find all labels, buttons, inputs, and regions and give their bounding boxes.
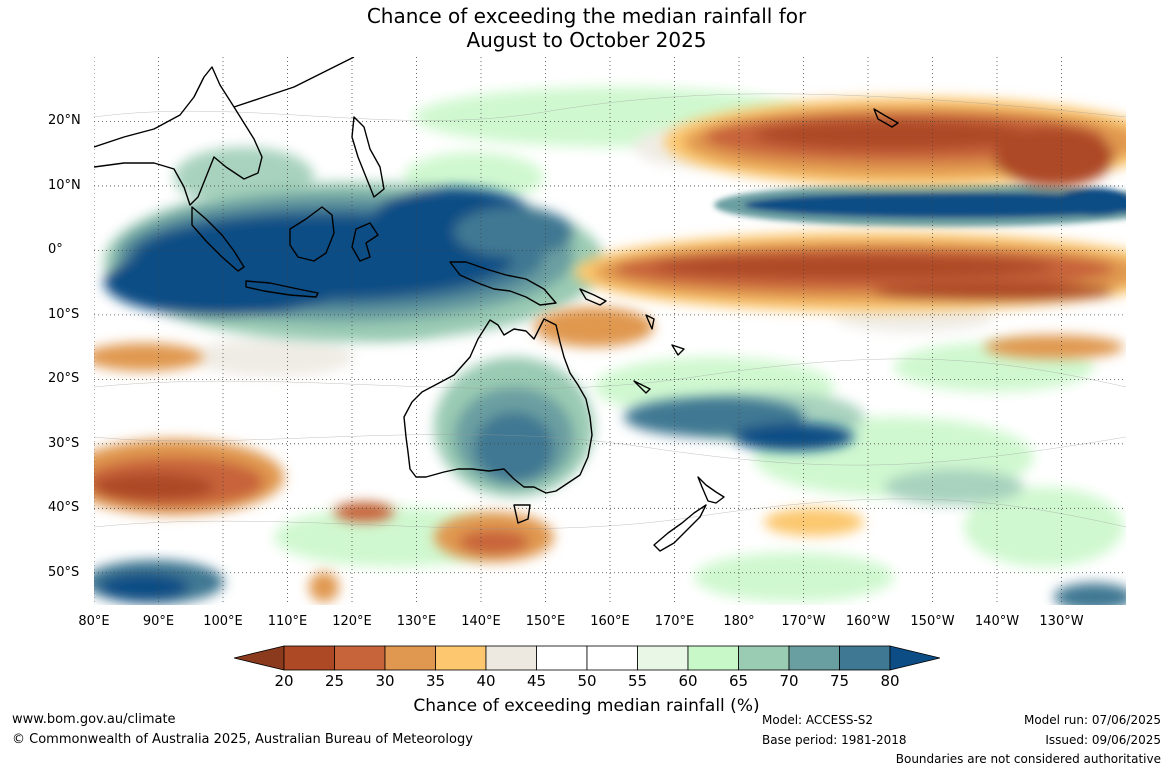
coast-solomons	[579, 288, 607, 306]
colorbar-label: Chance of exceeding median rainfall (%)	[413, 696, 760, 716]
dry-region-south-indian	[94, 343, 864, 602]
coast-australia	[403, 318, 593, 494]
longitude-label: 100°E	[203, 614, 243, 629]
longitude-label: 160°W	[845, 614, 891, 629]
longitude-label: 80°E	[78, 614, 110, 629]
longitude-label: 120°E	[332, 614, 372, 629]
rainfall-map	[94, 57, 1126, 605]
dry-region-north-pacific	[664, 97, 1126, 187]
colorbar-tick-label: 65	[728, 672, 749, 690]
rainfall-map-svg	[94, 57, 1126, 605]
latitude-label: 10°S	[48, 306, 80, 322]
coastlines	[94, 57, 899, 552]
map-title: Chance of exceeding the median rainfall …	[0, 4, 1173, 52]
colorbar-tick-label: 55	[627, 672, 648, 690]
coast-tasmania	[513, 504, 531, 524]
longitude-label: 150°W	[910, 614, 955, 629]
wet-region-southern-ocean	[94, 560, 1126, 605]
coast-vanuatu-fiji	[645, 314, 685, 356]
title-line-1: Chance of exceeding the median rainfall …	[366, 4, 807, 28]
longitude-label: 170°W	[781, 614, 826, 629]
latitude-label: 0°	[48, 242, 63, 258]
colorbar-segment	[738, 645, 790, 671]
colorbar-tick-label: 25	[324, 672, 345, 690]
footer-base-period: Base period: 1981-2018	[762, 733, 907, 747]
latitude-label: 20°N	[48, 113, 81, 129]
wet-band-north-pacific	[714, 183, 1126, 227]
colorbar	[233, 645, 941, 671]
graticule	[94, 57, 1126, 605]
coast-indochina	[94, 66, 263, 206]
colorbar-segment	[687, 645, 739, 671]
coast-sumatra	[191, 206, 245, 272]
colorbar-segment	[788, 645, 840, 671]
colorbar-tick-label: 70	[779, 672, 799, 690]
colorbar-segment	[283, 645, 335, 671]
longitude-label: 90°E	[142, 614, 175, 629]
footer-copyright: © Commonwealth of Australia 2025, Austra…	[12, 732, 473, 747]
colorbar-segment	[839, 645, 891, 671]
footer-url: www.bom.gov.au/climate	[12, 712, 176, 727]
colorbar-under-arrow	[233, 645, 285, 671]
coast-philippines	[351, 116, 385, 198]
colorbar-tick-label: 20	[274, 672, 294, 690]
colorbar-tick-label: 40	[476, 672, 496, 690]
wet-region-australia	[434, 357, 854, 497]
latitude-label: 10°N	[48, 177, 81, 193]
title-line-2: August to October 2025	[466, 28, 707, 52]
longitude-label: 140°E	[461, 614, 501, 629]
colorbar-over-arrow	[889, 645, 941, 671]
longitude-label: 180°	[723, 614, 755, 629]
contour-lines	[94, 93, 1126, 529]
colorbar-segment	[586, 645, 638, 671]
latitude-label: 20°S	[48, 371, 80, 387]
longitude-label: 170°E	[654, 614, 695, 629]
colorbar-segment	[485, 645, 537, 671]
longitude-label: 160°E	[590, 614, 630, 629]
footer-issued: Issued: 09/06/2025	[1045, 733, 1161, 747]
colorbar-tick-label: 80	[880, 672, 900, 690]
footer-model: Model: ACCESS-S2	[762, 713, 874, 727]
coast-hawaii	[873, 108, 899, 128]
colorbar-segment	[637, 645, 689, 671]
colorbar-tick-label: 45	[526, 672, 547, 690]
colorbar-segment	[435, 645, 487, 671]
colorbar-segment	[536, 645, 588, 671]
footer-disclaimer: Boundaries are not considered authoritat…	[895, 752, 1161, 766]
longitude-label: 130°W	[1039, 614, 1084, 629]
colorbar-svg	[233, 645, 941, 671]
latitude-label: 50°S	[48, 564, 80, 580]
coast-sulawesi	[351, 222, 379, 262]
latitude-label: 40°S	[48, 500, 80, 516]
colorbar-tick-label: 75	[829, 672, 850, 690]
latitude-label: 30°S	[48, 435, 80, 451]
coast-new-zealand-south	[653, 504, 707, 552]
longitude-label: 130°E	[396, 614, 437, 629]
coast-new-caledonia	[633, 380, 651, 394]
colorbar-segment	[334, 645, 386, 671]
longitude-label: 140°W	[974, 614, 1020, 629]
colorbar-tick-label: 30	[375, 672, 395, 690]
wet-region-maritime	[104, 182, 604, 342]
colorbar-tick-label: 60	[678, 672, 698, 690]
footer-model-run: Model run: 07/06/2025	[1023, 713, 1161, 727]
coast-new-guinea	[449, 261, 557, 306]
coast-new-zealand-north	[697, 476, 725, 504]
longitude-label: 150°E	[525, 614, 566, 629]
coast-borneo	[289, 206, 335, 262]
colorbar-tick-label: 35	[425, 672, 446, 690]
coast-china	[233, 57, 355, 108]
longitude-label: 110°E	[267, 614, 308, 629]
colorbar-tick-label: 50	[577, 672, 597, 690]
coast-java	[245, 280, 319, 298]
colorbar-segment	[384, 645, 436, 671]
